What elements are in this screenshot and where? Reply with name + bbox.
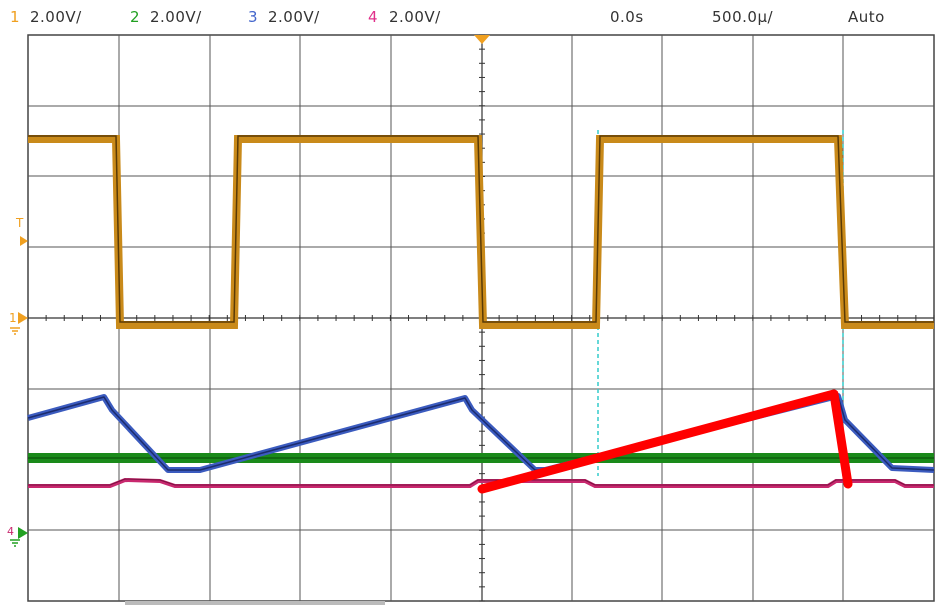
- status-bar: 1 2.00V/ 2 2.00V/ 3 2.00V/ 4 2.00V/ 0.0s…: [0, 0, 944, 34]
- ch4-ground-label: 4: [7, 525, 14, 538]
- ch4-number[interactable]: 4: [368, 8, 379, 26]
- ch3-number[interactable]: 3: [248, 8, 259, 26]
- trigger-mode[interactable]: Auto: [848, 8, 885, 26]
- time-scale[interactable]: 500.0µ/: [712, 8, 774, 26]
- ch1-trace-core: [28, 135, 934, 323]
- ch1-ground-label: 1: [9, 311, 17, 325]
- trigger-level-marker[interactable]: T: [15, 216, 28, 246]
- ch1-ground-arrow: [18, 312, 28, 324]
- ch4-ground-marker[interactable]: 4: [7, 525, 28, 547]
- ch4-scale[interactable]: 2.00V/: [389, 8, 441, 26]
- trigger-level-arrow: [20, 236, 28, 246]
- trigger-level-label: T: [15, 216, 24, 230]
- ch2-number[interactable]: 2: [130, 8, 141, 26]
- time-offset[interactable]: 0.0s: [610, 8, 644, 26]
- timeline-scroll-indicator[interactable]: [125, 601, 385, 605]
- red-annotation-stroke: [477, 389, 853, 494]
- ch1-scale[interactable]: 2.00V/: [30, 8, 82, 26]
- ch1-number[interactable]: 1: [10, 8, 21, 26]
- ch4-ground-arrow: [18, 527, 28, 539]
- trigger-position-marker[interactable]: [474, 35, 490, 44]
- ch4-trace: [28, 477, 934, 488]
- ch2-scale[interactable]: 2.00V/: [150, 8, 202, 26]
- ch1-ground-marker[interactable]: 1: [9, 311, 28, 335]
- ch3-trace-core: [27, 395, 935, 471]
- ch3-scale[interactable]: 2.00V/: [268, 8, 320, 26]
